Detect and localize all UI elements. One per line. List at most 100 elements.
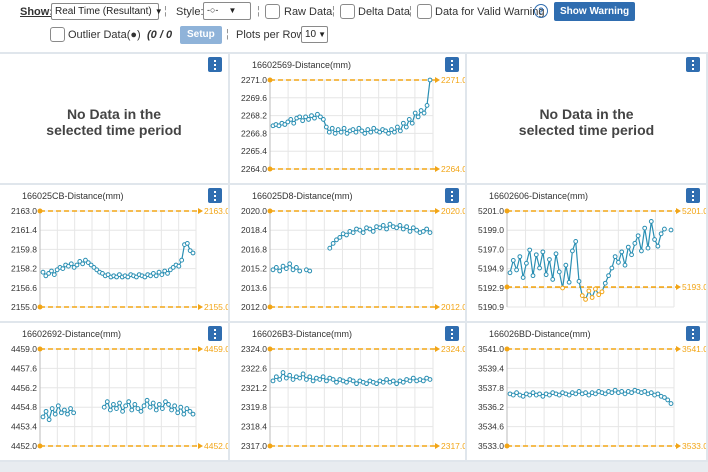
valid-warning-checkbox[interactable] xyxy=(417,4,432,19)
data-point xyxy=(367,226,373,232)
data-point xyxy=(326,129,332,135)
no-data-message: No Data in the selected time period xyxy=(0,106,228,138)
limit-arrow xyxy=(435,77,440,83)
y-tick-label: 2264.0 xyxy=(241,164,267,174)
limit-marker xyxy=(37,208,43,214)
data-point xyxy=(150,400,156,406)
data-point xyxy=(132,402,138,407)
limit-label: 4452.0 xyxy=(204,441,228,451)
data-point xyxy=(589,295,595,300)
y-tick-label: 2319.8 xyxy=(241,402,267,412)
data-point xyxy=(190,250,196,256)
y-tick-label: 2018.4 xyxy=(241,225,267,235)
no-data-message: No Data in the selected time period xyxy=(467,106,706,138)
data-point xyxy=(43,408,49,414)
data-point xyxy=(159,272,165,277)
data-point xyxy=(384,226,389,232)
show-select[interactable]: Real Time (Resultant) ▼ xyxy=(51,3,163,20)
data-point xyxy=(362,131,368,136)
data-point xyxy=(357,227,363,233)
line-chart: 16602692-Distance(mm) 4459.0 4457.6 4456.2 4… xyxy=(11,329,228,451)
limit-marker xyxy=(37,443,43,449)
toolbar-row-2: Outlier Data(●) (0 / 0 ? ) Setup ¦ Plots… xyxy=(0,24,708,46)
data-point xyxy=(606,273,611,279)
data-point xyxy=(273,374,279,380)
chart-menu-icon[interactable] xyxy=(445,188,459,203)
data-point xyxy=(144,397,150,403)
chart-cell: 166026B3-Distance(mm) 2324.0 2322.6 2321.2 2… xyxy=(230,323,465,460)
data-point xyxy=(639,248,644,254)
chart-menu-icon[interactable] xyxy=(208,188,222,203)
y-tick-label: 3536.2 xyxy=(478,402,504,412)
data-point xyxy=(291,120,297,126)
separator: ¦ xyxy=(164,5,167,17)
raw-data-checkbox[interactable] xyxy=(265,4,280,19)
data-point xyxy=(163,399,168,405)
y-tick-label: 2161.4 xyxy=(11,225,37,235)
data-point xyxy=(609,265,615,271)
data-point xyxy=(184,406,190,411)
limit-arrow xyxy=(198,443,203,449)
y-tick-label: 3541.0 xyxy=(478,344,504,354)
help-icon[interactable]: ? xyxy=(534,4,548,18)
data-point xyxy=(550,277,556,282)
data-point xyxy=(629,252,634,258)
data-point xyxy=(350,230,356,235)
limit-marker xyxy=(504,208,510,214)
limit-marker xyxy=(267,77,273,83)
data-point xyxy=(327,245,333,251)
chart-title: 16602692-Distance(mm) xyxy=(22,329,121,339)
data-point xyxy=(320,374,326,380)
data-point xyxy=(350,127,356,132)
data-point xyxy=(520,393,526,399)
chart-menu-icon[interactable] xyxy=(686,57,700,72)
data-point xyxy=(288,117,294,122)
data-point xyxy=(386,131,391,136)
data-point xyxy=(350,378,356,384)
data-point xyxy=(309,113,314,118)
data-point xyxy=(317,114,323,120)
show-warning-button[interactable]: Show Warning xyxy=(554,2,636,21)
data-point xyxy=(184,241,190,246)
data-point xyxy=(304,377,309,382)
data-point xyxy=(80,261,86,267)
data-point xyxy=(330,377,336,382)
data-point xyxy=(599,289,605,295)
chart-menu-icon[interactable] xyxy=(445,326,459,341)
chart-menu-icon[interactable] xyxy=(208,326,222,341)
style-select[interactable]: -○- ▼ xyxy=(203,2,251,20)
data-point xyxy=(540,393,546,399)
chart-menu-icon[interactable] xyxy=(686,326,700,341)
data-point xyxy=(540,249,546,255)
data-point xyxy=(368,129,374,135)
y-tick-label: 2155.0 xyxy=(11,302,37,312)
y-tick-label: 4452.0 xyxy=(11,441,37,451)
y-tick-label: 2013.6 xyxy=(241,283,267,293)
delta-data-label: Delta Data xyxy=(358,6,410,18)
data-point xyxy=(320,117,326,122)
limit-label: 2317.0 xyxy=(441,441,465,451)
no-data-line: selected time period xyxy=(46,122,182,138)
setup-button[interactable]: Setup xyxy=(180,26,222,44)
data-point xyxy=(178,404,184,410)
data-point xyxy=(337,235,343,240)
y-tick-label: 2266.8 xyxy=(241,128,267,138)
limit-marker xyxy=(37,304,43,310)
y-tick-label: 2265.4 xyxy=(241,146,267,156)
data-point xyxy=(344,232,349,238)
chart-menu-icon[interactable] xyxy=(686,188,700,203)
chart-cell: 166025CB-Distance(mm) 2163.0 2161.4 2159.8 2… xyxy=(0,185,228,321)
limit-marker xyxy=(504,284,510,290)
no-data-line: No Data in the xyxy=(66,106,162,122)
no-data-line: No Data in the xyxy=(539,106,634,122)
separator: ¦ xyxy=(409,5,412,17)
outlier-data-checkbox[interactable] xyxy=(50,27,65,42)
limit-marker xyxy=(267,208,273,214)
data-point xyxy=(662,395,667,400)
limit-marker xyxy=(504,443,510,449)
data-point xyxy=(563,262,569,268)
plots-per-row-select[interactable]: 10 ▼ xyxy=(301,26,328,43)
delta-data-checkbox[interactable] xyxy=(340,4,355,19)
chart-menu-icon[interactable] xyxy=(208,57,222,72)
chart-menu-icon[interactable] xyxy=(445,57,459,72)
